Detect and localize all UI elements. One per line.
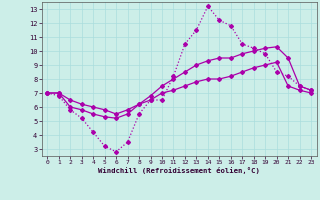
X-axis label: Windchill (Refroidissement éolien,°C): Windchill (Refroidissement éolien,°C)	[98, 167, 260, 174]
